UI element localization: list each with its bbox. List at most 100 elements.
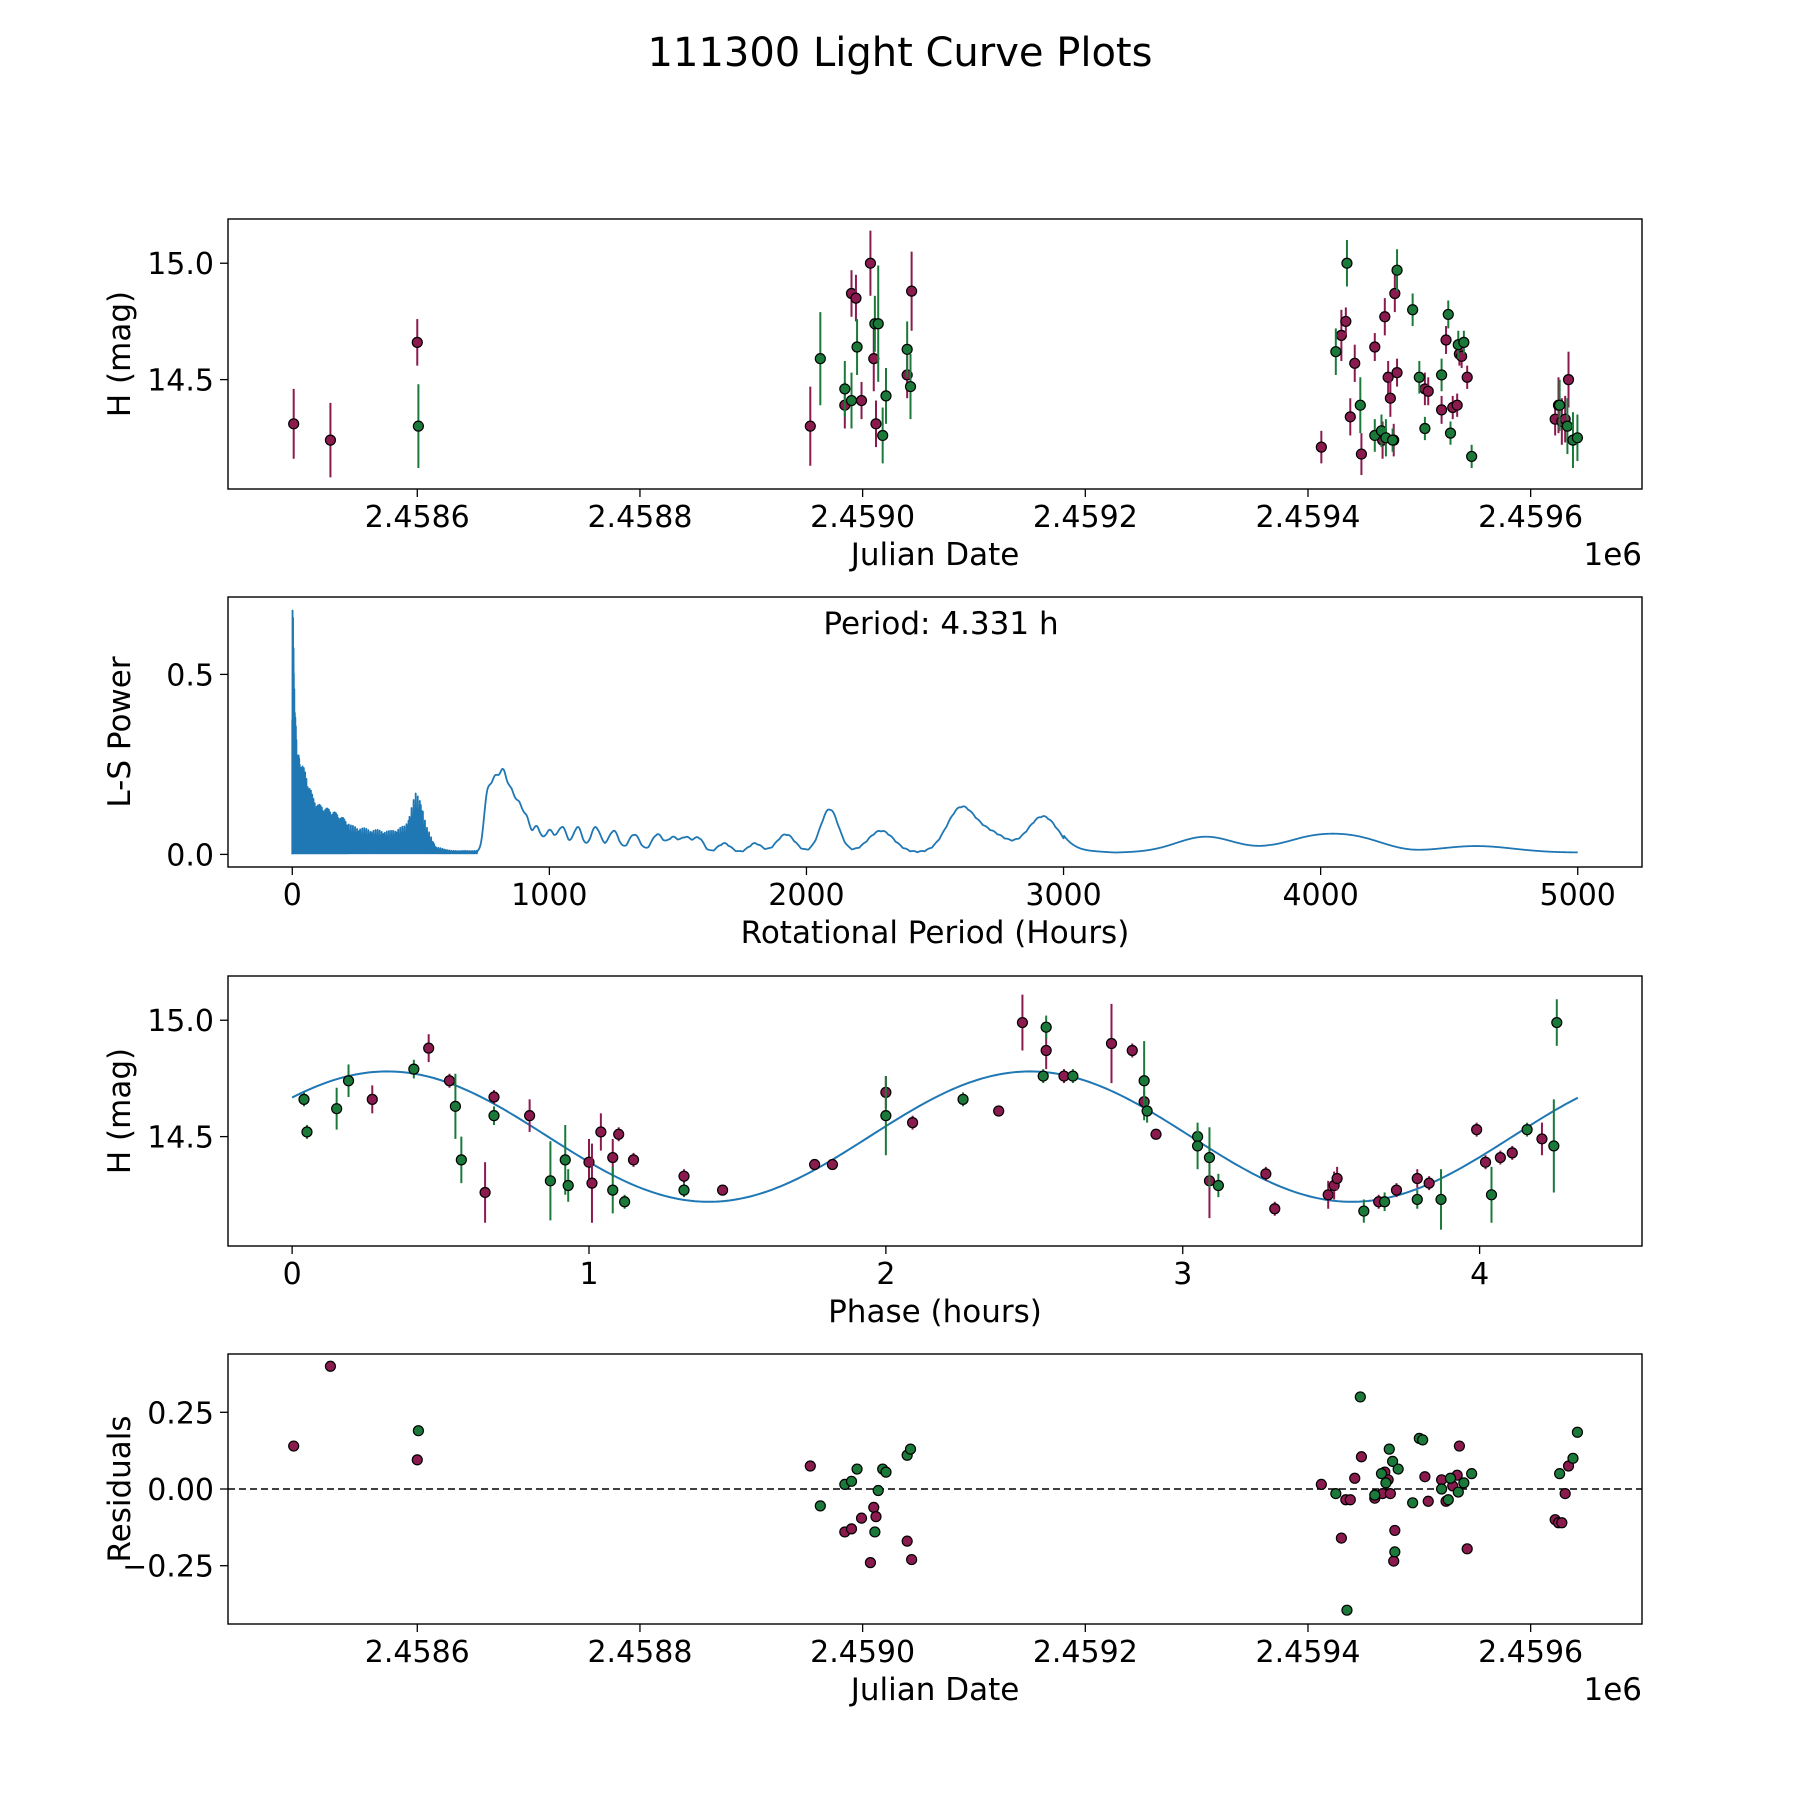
phase-point <box>408 1063 420 1075</box>
residuals-xtick-label: 2.4586 <box>365 1635 470 1670</box>
periodogram-power-curve <box>291 609 1579 855</box>
residuals-point <box>412 1425 424 1437</box>
residuals-point <box>906 1553 918 1566</box>
residuals-point <box>869 1526 881 1538</box>
residuals-xlabel: Julian Date <box>849 1672 1020 1708</box>
phase-point <box>1067 1070 1079 1082</box>
lightcurve-point <box>1354 399 1366 411</box>
phase-point <box>1390 1184 1403 1196</box>
lightcurve-point <box>1387 434 1399 446</box>
residuals-point <box>324 1360 337 1372</box>
phase-point <box>1138 1075 1150 1087</box>
residuals-series-red <box>288 1360 1575 1569</box>
residuals-point <box>845 1523 858 1535</box>
phase-point <box>562 1179 574 1192</box>
lightcurve-xtick-label: 2.4594 <box>1255 500 1360 535</box>
phase-series-red <box>366 994 1548 1223</box>
residuals-xtick-label: 2.4592 <box>1033 1635 1138 1670</box>
lightcurve-point <box>288 418 300 430</box>
residuals-point <box>1458 1477 1470 1489</box>
phase-plot-area <box>291 994 1579 1230</box>
lightcurve-xlabel: Julian Date <box>849 537 1020 573</box>
lightcurve-ylabel: H (mag) <box>102 291 138 417</box>
residuals-point <box>1354 1391 1366 1403</box>
phase-point <box>1331 1172 1343 1185</box>
residuals-plot-area <box>228 1360 1642 1616</box>
lightcurve-ytick-label: 14.5 <box>147 364 214 399</box>
phase-frame <box>227 975 1643 1247</box>
lightcurve-point <box>1369 341 1381 353</box>
lightcurve-point <box>411 336 423 348</box>
residuals-panel: 2.4586 2.4588 2.4590 2.4592 2.4594 2.4596 −0.2… <box>102 1353 1643 1708</box>
periodogram-xtick-label: 2000 <box>768 878 844 913</box>
lightcurve-point <box>1344 411 1356 423</box>
phase-point <box>607 1184 619 1196</box>
phase-point <box>1536 1133 1548 1145</box>
residuals-point <box>814 1500 826 1512</box>
phase-point <box>559 1154 571 1166</box>
lightcurve-point <box>1349 357 1361 369</box>
residuals-point <box>1349 1472 1361 1484</box>
residuals-point <box>1466 1468 1478 1480</box>
phase-point <box>1260 1168 1272 1180</box>
phase-point <box>1435 1193 1447 1206</box>
phase-point <box>366 1093 378 1105</box>
lightcurve-frame <box>227 218 1643 490</box>
lightcurve-point <box>1442 308 1454 321</box>
phase-point <box>1548 1140 1560 1152</box>
lightcurve-plot-area <box>288 230 1584 478</box>
residuals-point <box>1571 1426 1584 1438</box>
lightcurve-point <box>1379 311 1391 323</box>
residuals-point <box>1442 1494 1454 1506</box>
residuals-point <box>1355 1451 1368 1463</box>
lightcurve-point <box>1451 399 1463 411</box>
phase-point <box>1203 1151 1216 1164</box>
lightcurve-point <box>1391 367 1403 379</box>
periodogram-period-annotation: Period: 4.331 h <box>823 606 1058 642</box>
lightcurve-point <box>1384 392 1396 404</box>
lightcurve-point <box>814 353 826 365</box>
lightcurve-point <box>1458 336 1470 348</box>
periodogram-xtick-label: 4000 <box>1282 878 1358 913</box>
residuals-point <box>1567 1452 1579 1464</box>
phase-point <box>1358 1205 1370 1217</box>
residuals-offset-label: 1e6 <box>1583 1672 1642 1708</box>
residuals-series-green <box>412 1391 1584 1616</box>
phase-point <box>880 1110 892 1122</box>
residuals-point <box>1435 1474 1448 1486</box>
lightcurve-point <box>901 343 913 355</box>
phase-point <box>1551 1016 1563 1029</box>
phase-point <box>1037 1070 1049 1082</box>
periodogram-frame <box>227 596 1643 868</box>
phase-point <box>1212 1179 1224 1192</box>
residuals-point <box>1417 1434 1429 1446</box>
residuals-point <box>1453 1440 1466 1452</box>
phase-point <box>1040 1044 1052 1057</box>
residuals-xtick-label: 2.4590 <box>810 1635 915 1670</box>
phase-point <box>906 1117 919 1129</box>
residuals-point <box>1335 1532 1347 1544</box>
phase-point <box>524 1110 536 1122</box>
residuals-point <box>1344 1494 1356 1506</box>
phase-point <box>957 1093 969 1105</box>
phase-ylabel: H (mag) <box>102 1048 138 1174</box>
lightcurve-point <box>855 394 868 407</box>
lightcurve-point <box>1391 264 1403 276</box>
residuals-ytick-label: 0.00 <box>147 1473 214 1508</box>
lightcurve-point <box>1341 257 1353 269</box>
lightcurve-point <box>324 434 337 446</box>
lightcurve-point <box>1422 385 1434 397</box>
residuals-point <box>1375 1468 1388 1480</box>
lightcurve-point <box>1340 315 1352 328</box>
residuals-point <box>1380 1477 1392 1489</box>
phase-xtick-label: 3 <box>1173 1257 1192 1292</box>
phase-point <box>993 1105 1005 1117</box>
phase-point <box>455 1154 467 1166</box>
phase-point <box>331 1103 343 1115</box>
lightcurve-point <box>845 394 858 407</box>
residuals-point <box>1422 1495 1434 1507</box>
phase-point <box>1322 1189 1334 1201</box>
residuals-xtick-label: 2.4596 <box>1478 1635 1583 1670</box>
phase-xtick-label: 1 <box>579 1257 598 1292</box>
lightcurve-point <box>1561 420 1574 432</box>
